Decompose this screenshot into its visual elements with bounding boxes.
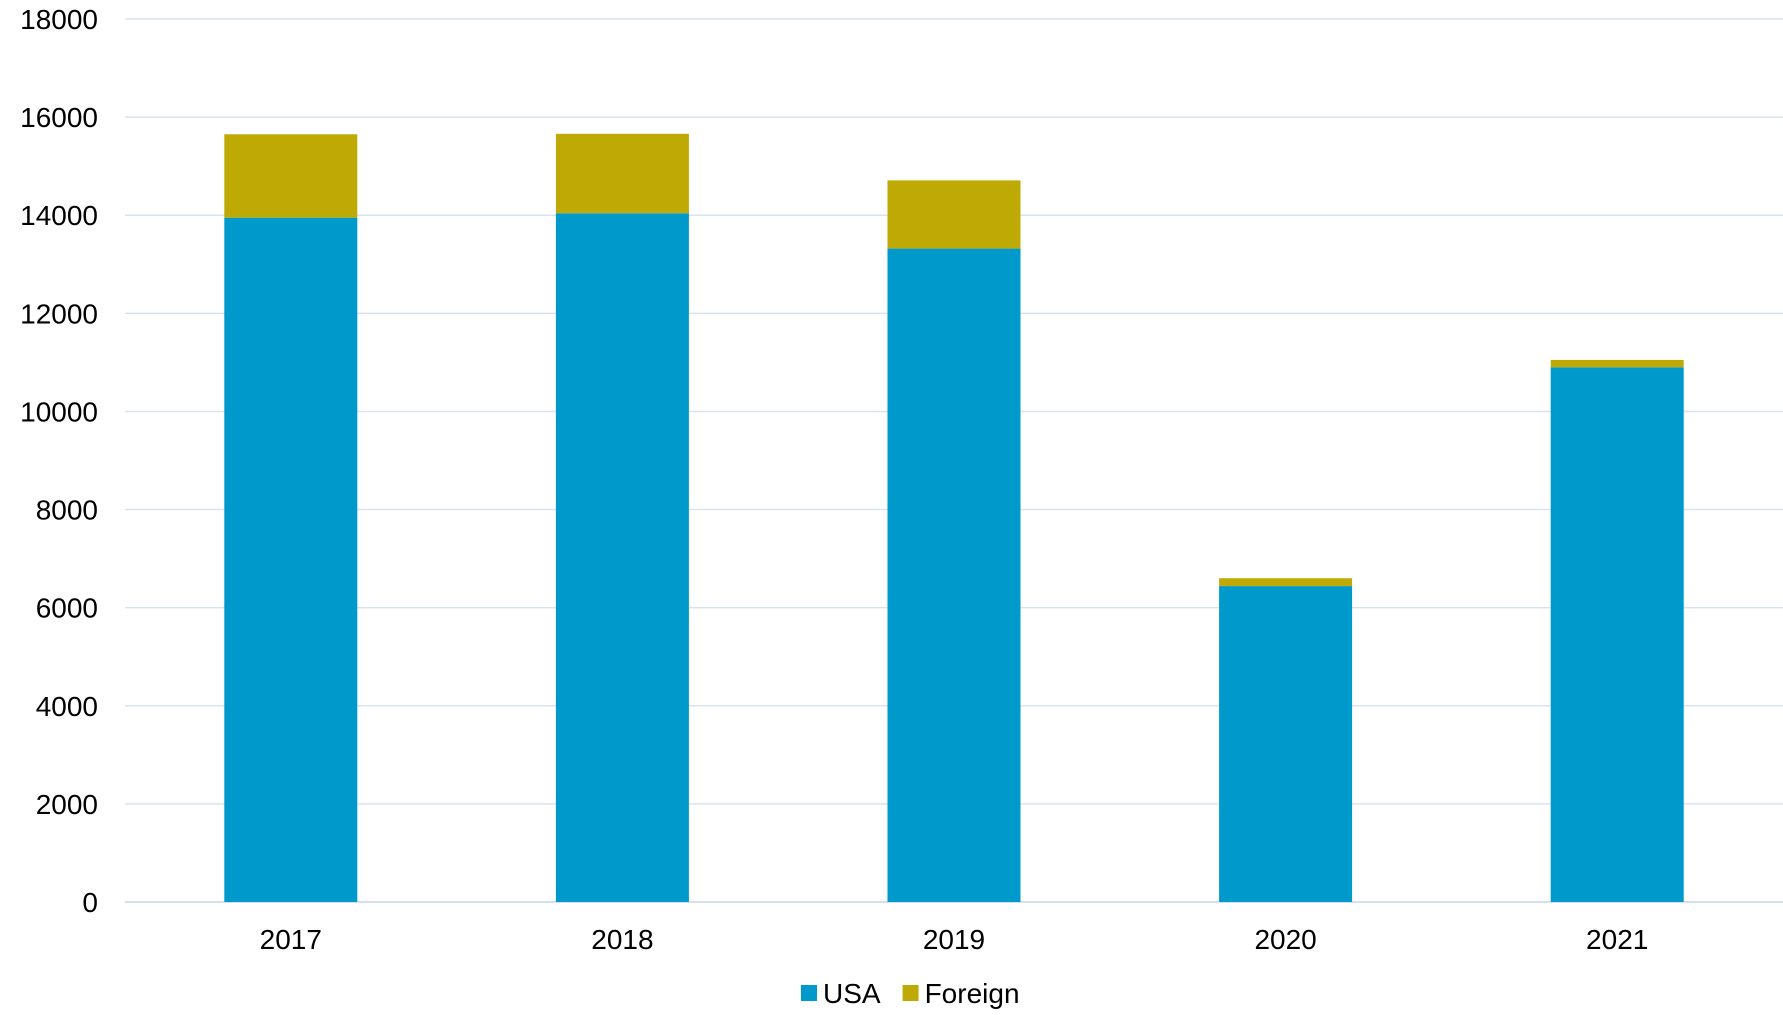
x-tick-label: 2019 (923, 924, 985, 955)
bar-foreign-2018 (555, 133, 689, 214)
x-tick-label: 2020 (1254, 924, 1316, 955)
legend-item-foreign: Foreign (902, 978, 1020, 1009)
x-tick-label: 2018 (591, 924, 653, 955)
y-tick-label: 4000 (36, 691, 98, 722)
y-tick-label: 10000 (20, 396, 98, 427)
y-tick-label: 8000 (36, 495, 98, 526)
bars (224, 133, 1684, 903)
x-axis-ticks: 2017 2018 2019 2020 2021 (260, 924, 1649, 955)
y-tick-label: 2000 (36, 789, 98, 820)
bar-foreign-2020 (1219, 578, 1353, 587)
bar-usa-2018 (555, 213, 689, 902)
bar-usa-2017 (224, 217, 358, 903)
y-tick-label: 14000 (20, 200, 98, 231)
legend: USA Foreign (801, 978, 1020, 1009)
y-tick-label: 18000 (20, 4, 98, 35)
legend-swatch (801, 985, 817, 1001)
y-tick-label: 0 (82, 887, 98, 918)
bar-usa-2020 (1219, 586, 1353, 902)
y-tick-label: 12000 (20, 298, 98, 329)
y-tick-label: 6000 (36, 593, 98, 624)
legend-item-usa: USA (801, 978, 881, 1009)
bar-foreign-2021 (1550, 359, 1684, 368)
y-tick-label: 16000 (20, 102, 98, 133)
legend-swatch (902, 985, 919, 1001)
x-tick-label: 2021 (1586, 924, 1648, 955)
bar-usa-2019 (887, 248, 1021, 902)
y-axis-ticks: 0 2000 4000 6000 8000 10000 12000 14000 16000 180… (20, 4, 98, 918)
bar-foreign-2019 (887, 180, 1021, 249)
bar-usa-2021 (1550, 367, 1684, 902)
x-tick-label: 2017 (260, 924, 322, 955)
legend-label: USA (823, 978, 881, 1009)
legend-label: Foreign (925, 978, 1020, 1009)
bar-foreign-2017 (224, 134, 358, 218)
